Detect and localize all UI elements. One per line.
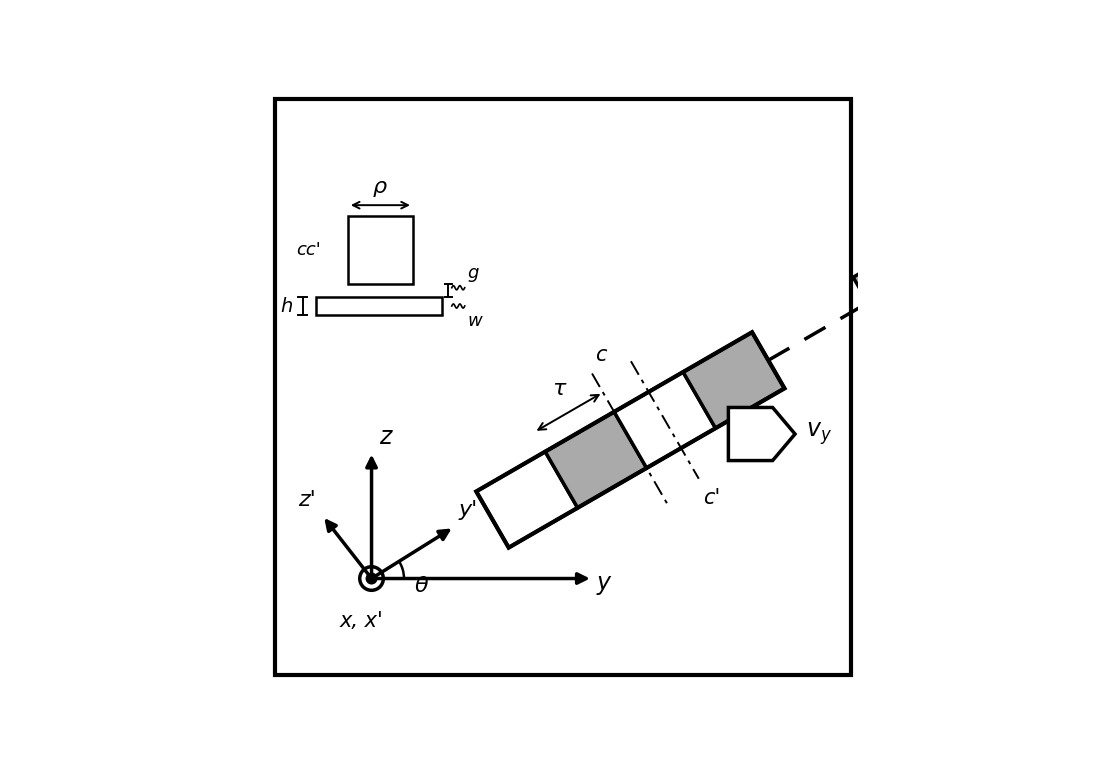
Text: h: h [280,296,293,316]
Text: c: c [595,345,607,365]
Polygon shape [614,372,715,468]
Text: v$_y$: v$_y$ [806,421,832,447]
Text: $\tau$: $\tau$ [552,379,567,399]
Text: $\rho$: $\rho$ [373,179,388,199]
Text: z: z [379,425,391,449]
Bar [315,296,442,316]
Polygon shape [729,408,795,460]
Text: $\theta$: $\theta$ [414,575,430,596]
FancyBboxPatch shape [276,99,851,675]
Bar [348,216,413,283]
Text: g: g [467,264,478,282]
Text: z': z' [298,490,315,510]
Text: w: w [467,312,481,330]
Text: cc': cc' [297,241,321,259]
Text: x, x': x, x' [340,611,382,631]
Text: y': y' [458,500,478,520]
Polygon shape [476,452,578,548]
Polygon shape [853,247,934,329]
Text: y: y [597,571,611,595]
Circle shape [366,573,377,584]
Polygon shape [545,412,646,508]
Polygon shape [684,332,785,428]
Text: c': c' [703,488,721,508]
